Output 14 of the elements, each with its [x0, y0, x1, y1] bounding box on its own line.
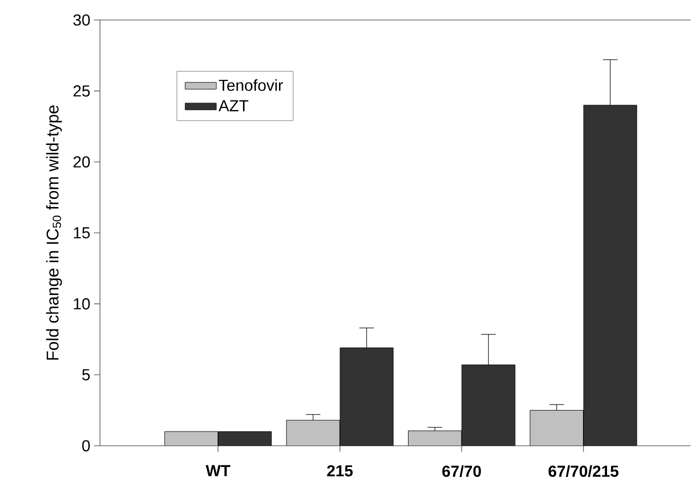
y-tick-label: 5 [82, 369, 90, 380]
y-tick-label: 30 [73, 14, 90, 26]
x-tick-label: 67/70 [442, 465, 481, 478]
y-tick-label: 25 [74, 85, 90, 97]
y-tick-label: 15 [74, 227, 90, 239]
legend-label: AZT [218, 100, 248, 112]
x-tick-label: WT [206, 465, 230, 476]
y-tick-label: 10 [74, 298, 90, 310]
x-tick-label: 215 [327, 465, 353, 477]
y-tick-label: 0 [82, 440, 90, 452]
y-tick-label: 20 [74, 156, 90, 168]
x-tick-label: 67/70/215 [548, 465, 618, 478]
legend-label: Tenofovir [218, 79, 283, 92]
y-axis-title: Fold change in IC$_{50}$ from wild-type [46, 106, 62, 360]
